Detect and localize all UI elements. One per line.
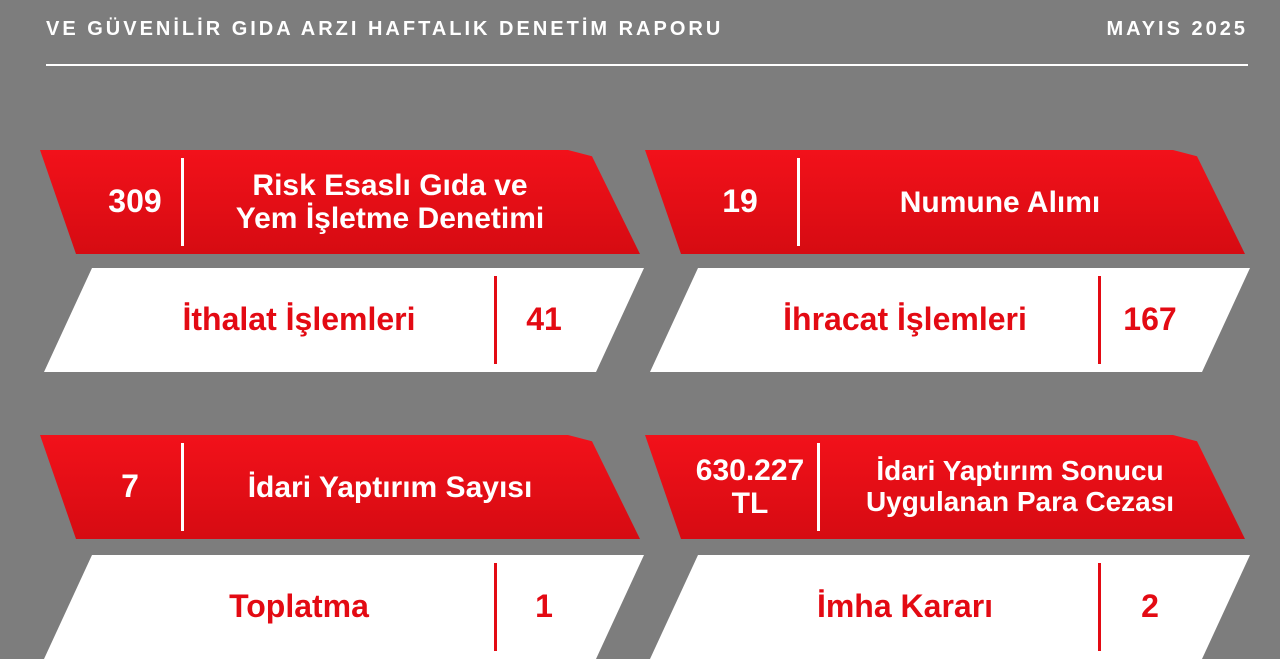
card-value: 167: [1123, 301, 1177, 338]
card-destruction: İmha Kararı 2: [650, 555, 1250, 659]
card-sampling: 19 Numune Alımı: [645, 150, 1245, 254]
divider: [817, 443, 820, 531]
header-divider: [46, 64, 1248, 66]
red-banner: [645, 435, 1245, 539]
card-label: Numune Alımı: [899, 185, 1101, 219]
card-label: İdari Yaptırım Sonucu Uygulanan Para Cez…: [865, 455, 1175, 517]
divider: [494, 563, 497, 651]
white-banner: [650, 268, 1250, 372]
card-risk-inspection: 309 Risk Esaslı Gıda ve Yem İşletme Dene…: [40, 150, 640, 254]
card-sanction-count: 7 İdari Yaptırım Sayısı: [40, 435, 640, 539]
divider: [1098, 276, 1101, 364]
card-import: İthalat İşlemleri 41: [44, 268, 644, 372]
card-value: 1: [535, 588, 553, 625]
card-label: İhracat İşlemleri: [783, 301, 1027, 338]
red-banner: [645, 150, 1245, 254]
card-label: Toplatma: [229, 588, 369, 625]
card-recall: Toplatma 1: [44, 555, 644, 659]
card-label: İmha Kararı: [816, 588, 994, 625]
card-value: 630.227 TL: [695, 454, 805, 520]
divider: [797, 158, 800, 246]
divider: [494, 276, 497, 364]
card-value: 19: [722, 183, 758, 220]
card-export: İhracat İşlemleri 167: [650, 268, 1250, 372]
white-banner: [44, 268, 644, 372]
card-label: Risk Esaslı Gıda ve Yem İşletme Denetimi: [235, 169, 545, 235]
divider: [181, 158, 184, 246]
card-fine: 630.227 TL İdari Yaptırım Sonucu Uygulan…: [645, 435, 1245, 539]
red-banner: [40, 435, 640, 539]
divider: [181, 443, 184, 531]
card-value: 2: [1141, 588, 1159, 625]
card-value: 309: [108, 183, 162, 220]
red-banner: [40, 150, 640, 254]
report-title: VE GÜVENİLİR GIDA ARZI HAFTALIK DENETİM …: [46, 18, 724, 40]
divider: [1098, 563, 1101, 651]
card-value: 41: [526, 301, 562, 338]
card-label: İdari Yaptırım Sayısı: [247, 470, 533, 504]
report-date: MAYIS 2025: [1106, 18, 1248, 40]
card-value: 7: [121, 468, 139, 505]
card-label: İthalat İşlemleri: [182, 301, 416, 338]
